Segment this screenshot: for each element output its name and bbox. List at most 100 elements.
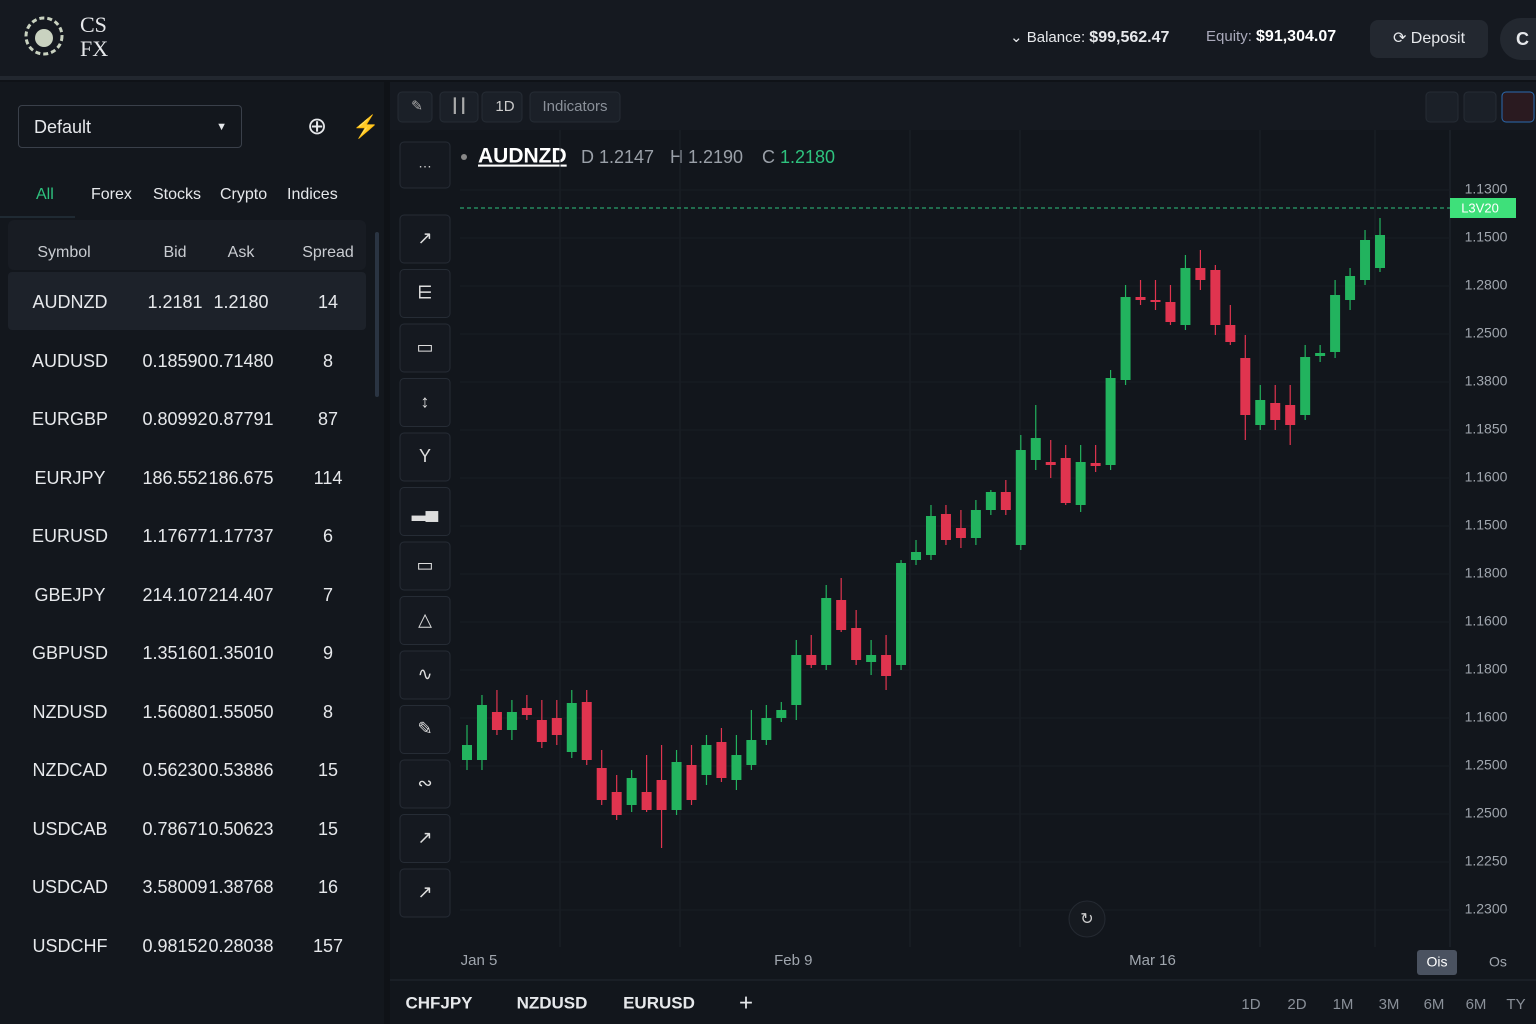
cell[interactable]: GBPUSD: [31, 643, 109, 663]
price-axis-label: 1.2500: [1465, 757, 1508, 773]
tab[interactable]: Crypto: [220, 186, 268, 203]
cell[interactable]: USDCAD: [31, 877, 109, 897]
candle-body: [1255, 400, 1266, 425]
tab[interactable]: Indices: [287, 186, 338, 203]
candle-body: [641, 792, 652, 810]
candle-body: [566, 703, 577, 752]
candle-body: [1015, 450, 1026, 545]
cell: 6: [322, 526, 334, 546]
column-header: Ask: [227, 244, 255, 261]
cell: 1.2181: [147, 292, 203, 312]
chart-panel: ✎ ┃┃ 1D Indicators … ↗ ⋿ ▭ ↕ Y ▂▄ ▭ △ ∿ ✎ ∾ ↗ ↗ AUDNZD D 1.…: [390, 82, 1536, 1024]
price-axis-label: 1.1800: [1465, 565, 1508, 581]
candle-body: [1060, 458, 1071, 503]
value: $91,304.07: [1256, 28, 1337, 45]
tab[interactable]: All: [36, 186, 54, 203]
deposit-button[interactable]: ⟳ Deposit: [1370, 20, 1488, 58]
candle-body: [1240, 358, 1251, 415]
tool-icon: ⋿: [417, 282, 433, 302]
interval-button: 1D: [495, 98, 514, 115]
symbol-tab: CHFJPY: [405, 993, 473, 1012]
candle-body: [746, 740, 757, 765]
tool-icon: △: [418, 609, 432, 629]
candle-body: [1360, 240, 1371, 280]
quote-symbol: AUDNZD: [478, 145, 567, 168]
cell[interactable]: EURUSD: [31, 526, 109, 546]
toolbar-button: [481, 91, 523, 123]
cell[interactable]: EURJPY: [34, 467, 106, 488]
avatar[interactable]: C: [1500, 18, 1536, 60]
candle-body: [1315, 353, 1326, 356]
price-axis-label: 1.1500: [1465, 229, 1508, 245]
candle-body: [686, 765, 697, 800]
cell[interactable]: AUDNZD: [32, 292, 108, 312]
candle-body: [776, 710, 787, 718]
cell[interactable]: USDCHF: [32, 935, 108, 956]
range-button: TY: [1506, 996, 1525, 1013]
table-header: [8, 220, 366, 270]
top-right-button: [1463, 91, 1497, 123]
symbol-tab: NZDUSD: [517, 993, 588, 1012]
tool-button: [399, 596, 451, 645]
tool-button: [399, 214, 451, 264]
tool-icon: ↗: [417, 827, 432, 847]
cell[interactable]: AUDUSD: [31, 350, 109, 371]
candle-body: [1375, 235, 1385, 268]
watchlist-table: Symbol Bid Ask Spread AUDNZD 1.2181 1.2180 14 AU…: [8, 220, 366, 1020]
candle-body: [791, 655, 802, 705]
candle-body: [1135, 297, 1146, 300]
quote-close-label: C: [762, 147, 775, 167]
cell: 1.17677: [142, 526, 208, 546]
scale-button: [1417, 950, 1457, 975]
price-axis-label: 1.1600: [1465, 613, 1508, 629]
price-axis-label: 1.2300: [1465, 901, 1508, 917]
cell: 186.552: [142, 467, 208, 488]
edit-icon[interactable]: ⚡: [352, 114, 380, 139]
candle-body: [491, 712, 502, 730]
cell: 0.56230: [142, 760, 208, 780]
cell: 1.2180: [213, 292, 269, 312]
cell[interactable]: EURGBP: [31, 409, 109, 429]
tool-icon: …: [418, 155, 432, 171]
label: Deposit: [1410, 30, 1466, 47]
watchlist-select[interactable]: Default ▼: [18, 105, 242, 148]
tool-icon: ↗: [417, 228, 432, 248]
tool-button: [399, 868, 451, 918]
reset-icon: ↻: [1080, 911, 1093, 928]
tab[interactable]: Stocks: [153, 186, 202, 203]
cell: 0.71480: [208, 350, 274, 371]
candle-body: [536, 720, 547, 742]
cell: 1.56080: [142, 701, 208, 722]
cell[interactable]: GBEJPY: [34, 584, 106, 605]
range-button: 1M: [1333, 996, 1354, 1013]
cell: 0.98152: [142, 935, 208, 956]
candle-body: [881, 655, 892, 676]
cell[interactable]: USDCAB: [32, 818, 108, 839]
cell: 0.53886: [208, 760, 274, 780]
price-axis-label: 1.1600: [1465, 469, 1508, 485]
candle-body: [1330, 295, 1341, 352]
candle-body: [1000, 492, 1011, 510]
candle-body: [970, 510, 981, 538]
cell: 0.80992: [142, 409, 208, 429]
toolbar-button: [439, 91, 479, 123]
top-right-button: [1501, 91, 1535, 123]
scale-a: Ois: [1427, 954, 1448, 970]
cell[interactable]: NZDCAD: [32, 760, 108, 780]
candle-body: [821, 598, 832, 665]
cell: 15: [317, 760, 339, 780]
add-icon[interactable]: ⊕: [307, 113, 328, 140]
cell: 1.35010: [208, 643, 274, 663]
tool-icon: Y: [419, 446, 431, 466]
quote-high: H 1.2190: [670, 147, 743, 167]
balance[interactable]: ⌄ Balance: $99,562.47: [1010, 29, 1170, 46]
candle-body: [1180, 268, 1191, 325]
column-header: Bid: [163, 244, 187, 261]
cell[interactable]: NZDUSD: [32, 701, 108, 722]
tab[interactable]: Forex: [91, 186, 132, 203]
cell: 1.55050: [208, 701, 274, 722]
tool-icon: ↕: [421, 391, 430, 411]
value: $99,562.47: [1089, 29, 1170, 46]
cell: 0.28038: [208, 935, 274, 956]
